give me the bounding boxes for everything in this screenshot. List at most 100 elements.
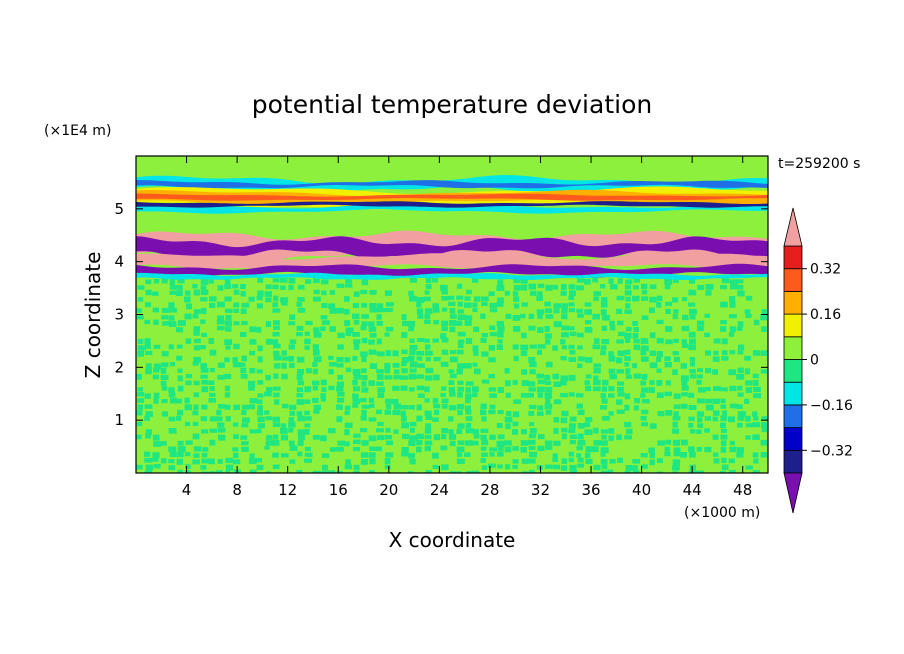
field-cell <box>144 338 151 345</box>
field-cell <box>337 440 345 446</box>
field-cell <box>688 308 697 315</box>
field-cell <box>144 393 151 399</box>
field-cell <box>184 296 191 303</box>
field-cell <box>225 320 232 326</box>
field-cell <box>176 458 184 465</box>
field-cell <box>416 385 425 391</box>
field-cell <box>409 361 418 368</box>
field-cell <box>617 350 626 357</box>
field-cell <box>496 284 505 291</box>
field-cell <box>136 434 142 440</box>
field-cell <box>568 392 575 397</box>
field-cell <box>256 399 263 405</box>
field-cell <box>168 427 177 434</box>
field-cell <box>464 296 471 301</box>
field-cell <box>289 404 297 410</box>
field-cell <box>161 411 169 417</box>
field-cell <box>753 393 762 399</box>
field-cell <box>672 278 679 283</box>
field-cell <box>273 373 279 379</box>
field-cell <box>185 338 192 344</box>
field-cell <box>416 356 423 361</box>
field-cell <box>576 403 583 409</box>
field-cell <box>696 446 703 452</box>
field-cell <box>721 410 728 417</box>
field-cell <box>545 445 553 451</box>
colorbar-label: −0.32 <box>810 443 853 459</box>
base-transition <box>136 272 768 280</box>
field-cell <box>153 278 160 284</box>
field-cell <box>328 470 336 473</box>
field-cell <box>560 290 567 296</box>
field-cell <box>401 415 407 422</box>
field-cell <box>609 325 616 331</box>
field-cell <box>649 284 657 289</box>
field-cell <box>497 464 503 469</box>
field-cell <box>177 469 184 473</box>
field-cell <box>633 327 639 332</box>
field-cell <box>545 398 551 404</box>
field-cell <box>320 279 329 285</box>
field-cell <box>761 416 768 421</box>
field-cell <box>248 404 256 410</box>
field-cell <box>193 453 200 458</box>
field-cell <box>497 331 504 338</box>
field-cell <box>224 279 231 285</box>
field-cell <box>152 291 159 296</box>
field-cell <box>384 362 391 369</box>
field-cell <box>281 301 288 306</box>
field-cell <box>296 469 303 473</box>
field-cell <box>416 433 424 440</box>
field-cell <box>369 332 377 338</box>
field-cell <box>424 344 431 350</box>
field-cell <box>344 429 350 436</box>
field-cell <box>224 357 230 363</box>
field-cell <box>296 356 305 363</box>
field-cell <box>192 283 198 289</box>
field-cell <box>736 447 745 453</box>
field-cell <box>745 423 753 428</box>
field-cell <box>569 349 576 355</box>
field-cell <box>264 291 272 297</box>
field-cell <box>601 314 610 321</box>
field-cell <box>272 434 279 440</box>
field-cell <box>640 349 647 356</box>
x-axis-label: X coordinate <box>389 528 516 552</box>
field-cell <box>377 392 385 398</box>
field-cell <box>401 361 407 367</box>
field-cell <box>401 451 409 457</box>
field-cell <box>544 403 553 410</box>
field-cell <box>528 387 536 392</box>
field-cell <box>497 410 504 415</box>
field-cell <box>385 350 392 357</box>
field-cell <box>224 308 233 313</box>
field-cell <box>456 368 463 375</box>
field-cell <box>617 320 624 326</box>
field-cell <box>408 453 416 459</box>
field-cell <box>529 344 538 349</box>
field-cell <box>353 339 361 344</box>
field-cell <box>225 464 234 471</box>
field-cell <box>481 351 489 357</box>
field-cell <box>401 368 408 374</box>
field-cell <box>449 440 456 447</box>
field-cell <box>569 464 577 471</box>
field-cell <box>712 452 719 457</box>
field-cell <box>760 451 768 458</box>
field-cell <box>401 405 409 410</box>
field-cell <box>728 314 737 319</box>
field-cell <box>520 313 526 319</box>
field-cell <box>272 422 281 428</box>
field-cell <box>224 339 232 346</box>
field-cell <box>177 284 183 290</box>
field-cell <box>257 290 264 297</box>
field-cell <box>281 403 289 409</box>
field-cell <box>545 386 553 393</box>
field-cell <box>616 295 625 301</box>
field-cell <box>456 452 463 458</box>
field-cell <box>625 303 631 309</box>
field-cell <box>201 307 207 314</box>
field-cell <box>705 290 712 296</box>
field-cell <box>520 440 529 446</box>
field-cell <box>256 410 264 416</box>
